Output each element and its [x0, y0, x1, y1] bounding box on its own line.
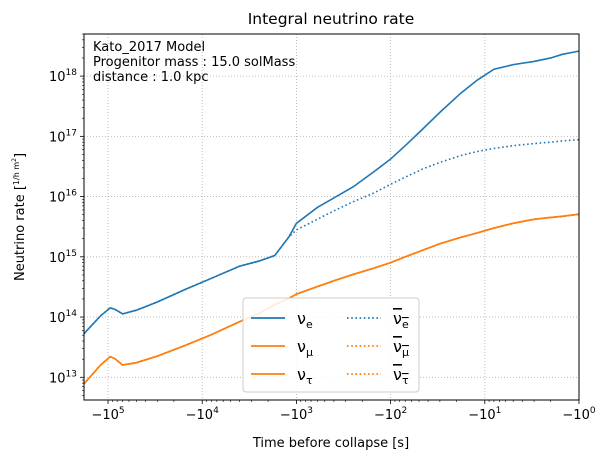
x-tick-label-base: −10	[91, 408, 118, 423]
annotation-line-mass: Progenitor mass : 15.0 solMass	[93, 55, 295, 70]
data-series	[84, 50, 579, 385]
x-tick-label-exp: 4	[213, 406, 219, 416]
legend-label-nu-e: νe	[297, 309, 313, 331]
x-tick-label: −102	[374, 406, 407, 423]
x-tick-label-base: −10	[374, 408, 401, 423]
x-tick-label-exp: 1	[496, 406, 502, 416]
y-tick-label-base: 10	[49, 130, 66, 145]
legend-label-sub: μ	[402, 346, 409, 359]
x-tick-label-base: −10	[280, 408, 307, 423]
legend-label-nu-mu: νμ	[297, 337, 313, 359]
y-tick-label-exp: 16	[66, 189, 78, 199]
x-axis-ticks: −105 −104 −103 −102 −101 −100	[91, 400, 596, 423]
x-tick-label-exp: 0	[590, 406, 596, 416]
legend-label-sub: e	[306, 318, 313, 331]
y-tick-label: 1014	[49, 309, 77, 326]
legend-label-nubar-mu: νμ	[393, 337, 409, 359]
legend-label-nu-tau: ντ	[297, 365, 313, 387]
legend-label-sub: μ	[306, 346, 313, 359]
legend-label-sub: τ	[306, 374, 313, 387]
x-tick-label-base: −10	[186, 408, 213, 423]
legend-label-base: ν	[297, 309, 306, 328]
y-axis-label-suffix: ]	[13, 153, 28, 158]
x-tick-label-exp: 3	[307, 406, 313, 416]
series-line-nubar-tau	[84, 213, 579, 385]
x-tick-label: −104	[186, 406, 219, 423]
legend-label-base: ν	[297, 337, 306, 356]
legend-label-base: ν	[393, 337, 402, 356]
x-tick-label: −101	[468, 406, 501, 423]
y-tick-label-exp: 15	[66, 249, 77, 259]
x-tick-label-base: −10	[468, 408, 495, 423]
legend-label-base: ν	[393, 365, 402, 384]
y-tick-label-exp: 14	[66, 309, 78, 319]
y-tick-label: 1015	[49, 249, 77, 266]
y-tick-label: 1013	[49, 369, 77, 386]
y-axis-label-unit-den: h m	[12, 162, 21, 178]
x-tick-label-exp: 5	[119, 406, 125, 416]
y-tick-label-exp: 17	[66, 128, 77, 138]
model-annotation: Kato_2017 Model Progenitor mass : 15.0 s…	[93, 40, 295, 85]
annotation-line-model: Kato_2017 Model	[93, 40, 205, 55]
y-tick-label: 1018	[49, 68, 77, 85]
y-tick-label: 1017	[49, 128, 77, 145]
x-tick-label: −103	[280, 406, 313, 423]
chart-title: Integral neutrino rate	[248, 10, 415, 28]
legend-label-sub: e	[402, 318, 409, 331]
legend-label-base: ν	[297, 365, 306, 384]
series-line-nu-e	[84, 50, 579, 335]
plot-frame	[83, 33, 580, 401]
legend-label-nubar-e: νe	[393, 309, 409, 331]
y-tick-label-base: 10	[49, 191, 66, 206]
legend-label-sub: τ	[402, 374, 409, 387]
y-tick-label-base: 10	[49, 311, 66, 326]
y-axis-label-unit-den-exp: 2	[11, 158, 18, 162]
x-axis-label: Time before collapse [s]	[252, 436, 409, 451]
legend-label-nubar-tau: ντ	[393, 365, 409, 387]
y-tick-label-base: 10	[49, 251, 66, 266]
x-tick-label-exp: 2	[401, 406, 407, 416]
x-tick-label: −105	[91, 406, 124, 423]
legend-label-base: ν	[393, 309, 402, 328]
x-tick-label: −100	[562, 406, 595, 423]
legend-box	[242, 297, 420, 393]
x-tick-label-base: −10	[562, 408, 589, 423]
y-tick-label-base: 10	[49, 371, 66, 386]
y-tick-label-base: 10	[49, 70, 66, 85]
y-tick-label-exp: 18	[66, 68, 78, 78]
y-axis-label-unit-num: 1	[12, 180, 21, 185]
y-tick-label: 1016	[49, 189, 77, 206]
y-axis-label-prefix: Neutrino rate [	[13, 185, 28, 281]
y-tick-label-exp: 13	[66, 369, 77, 379]
annotation-line-distance: distance : 1.0 kpc	[93, 70, 208, 85]
y-axis-label: Neutrino rate [1/h m2]	[11, 153, 28, 281]
